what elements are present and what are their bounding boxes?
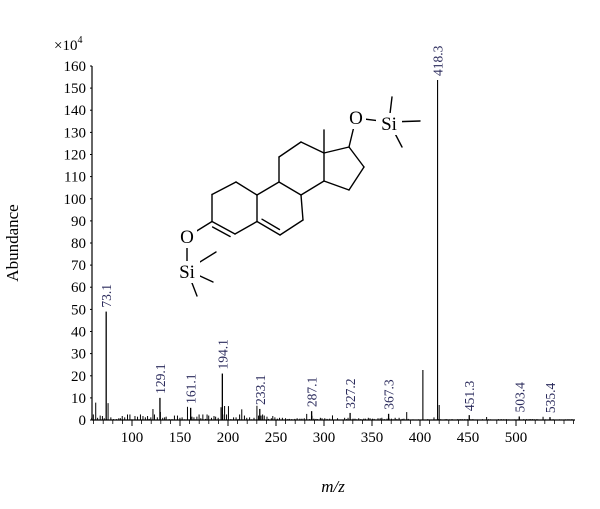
svg-text:450: 450: [457, 430, 480, 446]
svg-text:120: 120: [64, 148, 87, 164]
svg-text:30: 30: [71, 347, 86, 363]
svg-text:Si: Si: [381, 114, 397, 135]
svg-text:100: 100: [64, 192, 87, 208]
svg-text:500: 500: [505, 430, 528, 446]
svg-text:10: 10: [71, 391, 86, 407]
svg-text:200: 200: [217, 430, 240, 446]
svg-text:350: 350: [361, 430, 384, 446]
svg-text:O: O: [349, 108, 363, 129]
svg-text:130: 130: [64, 125, 87, 141]
svg-text:250: 250: [265, 430, 288, 446]
svg-text:80: 80: [71, 236, 86, 252]
svg-text:40: 40: [71, 325, 86, 341]
svg-text:287.1: 287.1: [305, 377, 320, 407]
svg-text:367.3: 367.3: [382, 379, 397, 410]
svg-text:400: 400: [409, 430, 432, 446]
svg-text:503.4: 503.4: [512, 382, 527, 413]
svg-text:160: 160: [64, 59, 87, 75]
svg-text:50: 50: [71, 302, 86, 318]
svg-text:×104: ×104: [54, 35, 82, 54]
svg-text:O: O: [180, 227, 194, 248]
svg-text:m/z: m/z: [321, 477, 345, 496]
svg-text:100: 100: [121, 430, 144, 446]
svg-text:300: 300: [313, 430, 336, 446]
svg-text:194.1: 194.1: [215, 339, 230, 369]
svg-text:535.4: 535.4: [543, 382, 558, 413]
svg-text:418.3: 418.3: [431, 45, 446, 76]
svg-text:110: 110: [64, 170, 86, 186]
svg-text:129.1: 129.1: [153, 364, 168, 394]
svg-text:327.2: 327.2: [343, 379, 358, 409]
svg-text:150: 150: [169, 430, 192, 446]
svg-text:150: 150: [64, 81, 87, 97]
svg-text:73.1: 73.1: [99, 284, 114, 308]
svg-text:20: 20: [71, 369, 86, 385]
svg-text:233.1: 233.1: [253, 375, 268, 405]
svg-text:161.1: 161.1: [184, 373, 199, 403]
svg-text:70: 70: [71, 258, 86, 274]
svg-text:Si: Si: [179, 262, 195, 283]
svg-text:451.3: 451.3: [462, 381, 477, 412]
svg-text:90: 90: [71, 214, 86, 230]
svg-text:60: 60: [71, 280, 86, 296]
svg-text:140: 140: [64, 103, 87, 119]
svg-text:Abundance: Abundance: [3, 204, 22, 281]
svg-text:0: 0: [79, 413, 87, 429]
